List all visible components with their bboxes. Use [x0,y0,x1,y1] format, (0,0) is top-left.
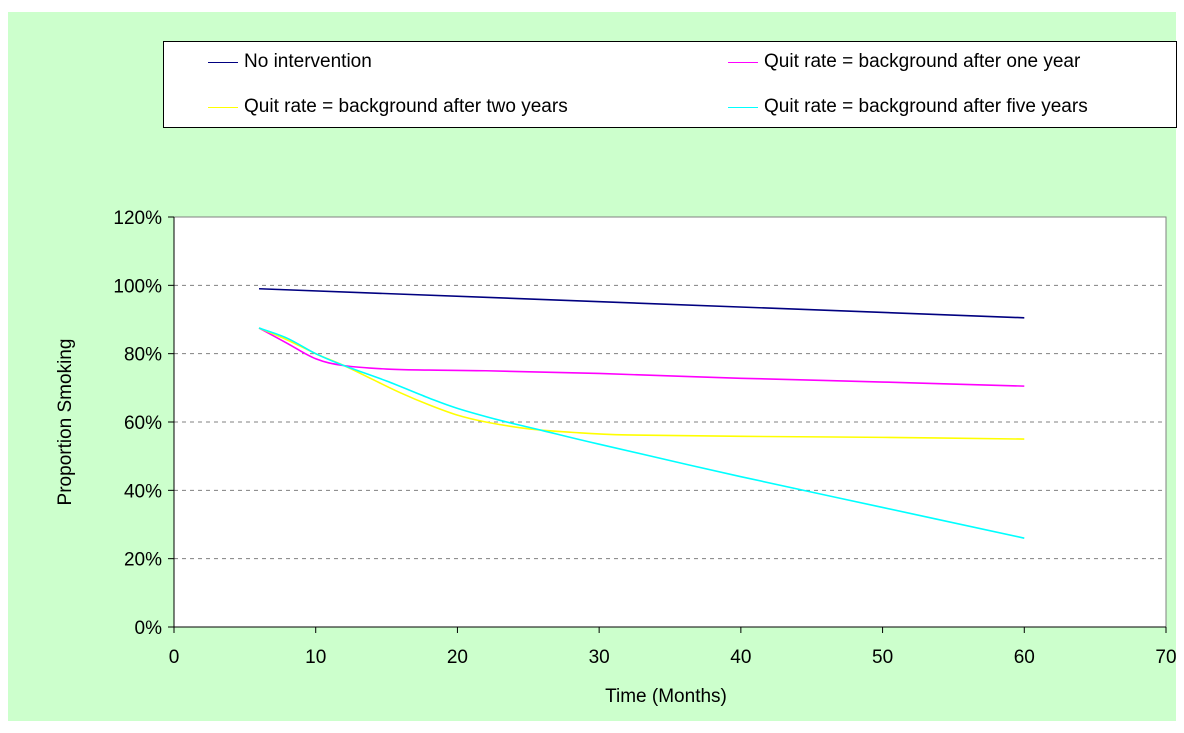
x-tick-label: 20 [447,647,468,668]
y-tick-label: 60% [124,413,162,434]
legend-swatch [208,106,238,108]
axes: 0% 20% 40% 60% 80% 100% 120% 0 10 20 30 40 50 60 70 [113,208,1176,668]
legend: No intervention Quit rate = background a… [163,41,1177,128]
y-tick-label: 120% [113,208,162,229]
y-tick-label: 40% [124,481,162,502]
x-tick-label: 40 [730,647,751,668]
legend-swatch [728,61,758,63]
legend-label: Quit rate = background after two years [244,96,568,117]
y-tick-label: 0% [135,618,163,639]
legend-swatch [728,106,758,108]
series-line-0 [258,287,1025,319]
legend-item-one-year: Quit rate = background after one year [728,51,1080,73]
legend-swatch [208,61,238,63]
x-tick-label: 10 [305,647,326,668]
series-line-1 [258,327,1025,387]
x-tick-label: 30 [589,647,610,668]
legend-label: Quit rate = background after five years [764,96,1088,117]
x-tick-label: 60 [1014,647,1035,668]
line-chart: 0% 20% 40% 60% 80% 100% 120% 0 10 20 30 40 50 60 70 Pr… [55,208,1176,707]
y-axis-label: Proportion Smoking [55,339,76,506]
y-tick-label: 100% [113,276,162,297]
chart-area: 0% 20% 40% 60% 80% 100% 120% 0 10 20 30 40 50 60 70 Pr… [8,12,1177,721]
legend-item-two-years: Quit rate = background after two years [208,96,568,118]
y-tick-label: 20% [124,550,162,571]
x-tick-label: 50 [872,647,893,668]
series-line-3 [258,327,1025,539]
x-tick-label: 70 [1155,647,1176,668]
series-lines [258,287,1025,539]
legend-label: No intervention [244,51,372,72]
legend-item-five-years: Quit rate = background after five years [728,96,1088,118]
x-tick-label: 0 [169,647,180,668]
grid-lines [174,284,1166,560]
legend-label: Quit rate = background after one year [764,51,1081,72]
legend-item-no-intervention: No intervention [208,51,372,73]
y-tick-label: 80% [124,345,162,366]
x-axis-label: Time (Months) [605,686,727,707]
